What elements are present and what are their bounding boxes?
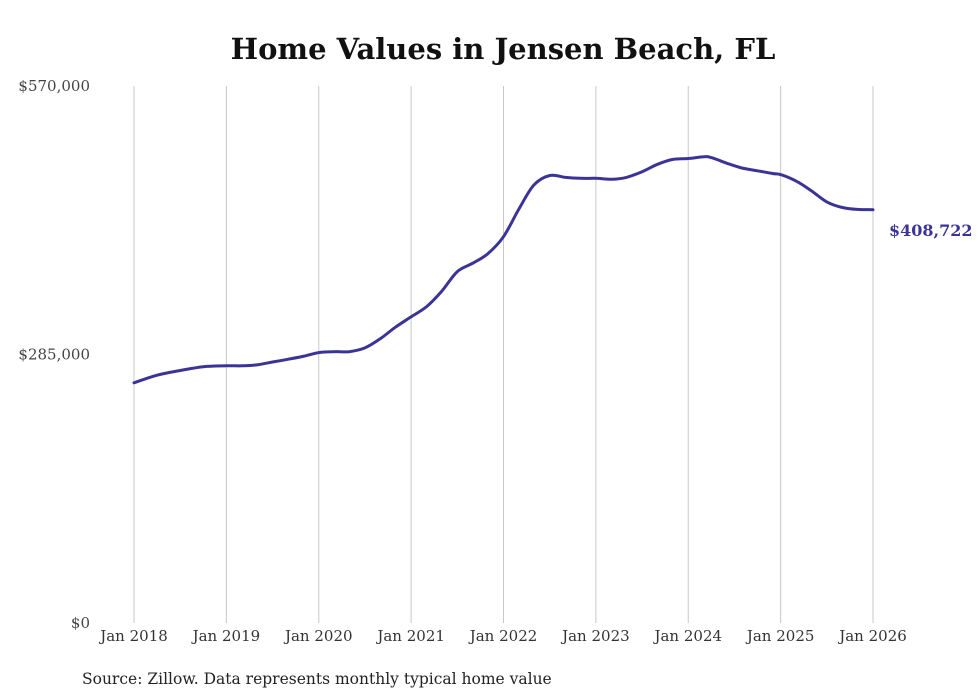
chart-title: Home Values in Jensen Beach, FL <box>231 32 776 66</box>
x-tick-label: Jan 2018 <box>98 627 168 645</box>
x-tick-label: Jan 2024 <box>652 627 722 645</box>
x-tick-label: Jan 2026 <box>837 627 907 645</box>
x-tick-label: Jan 2023 <box>560 627 630 645</box>
source-note: Source: Zillow. Data represents monthly … <box>82 670 552 688</box>
series-line-home-value <box>132 155 875 385</box>
y-tick-label: $0 <box>71 614 90 632</box>
x-tick-label: Jan 2019 <box>191 627 261 645</box>
y-tick-label: $285,000 <box>18 346 90 364</box>
end-value-label: $408,722 <box>889 221 973 240</box>
x-tick-label: Jan 2022 <box>468 627 538 645</box>
y-tick-label: $570,000 <box>18 77 90 95</box>
gridlines <box>133 86 874 623</box>
x-tick-label: Jan 2020 <box>283 627 353 645</box>
x-axis-ticks: Jan 2018 Jan 2019 Jan 2020 Jan 2021 Jan 2022… <box>98 627 907 645</box>
x-tick-label: Jan 2025 <box>745 627 815 645</box>
y-axis-ticks: $0 $285,000 $570,000 <box>18 77 90 632</box>
x-tick-label: Jan 2021 <box>375 627 445 645</box>
